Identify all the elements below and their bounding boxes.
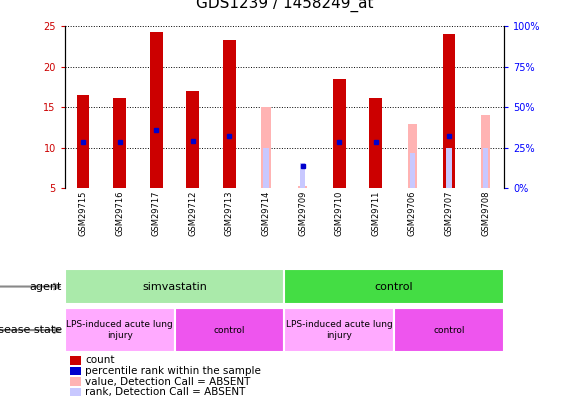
Bar	[223, 40, 236, 188]
Text: rank, Detection Call = ABSENT: rank, Detection Call = ABSENT	[85, 387, 245, 397]
Text: GSM29711: GSM29711	[372, 191, 380, 236]
Bar	[175, 308, 284, 352]
Text: GDS1239 / 1458249_at: GDS1239 / 1458249_at	[195, 0, 373, 12]
Text: GSM29714: GSM29714	[262, 191, 270, 236]
Text: GSM29716: GSM29716	[115, 191, 124, 236]
Text: GSM29709: GSM29709	[298, 191, 307, 236]
Text: agent: agent	[29, 281, 62, 292]
Bar	[369, 98, 382, 188]
Text: value, Detection Call = ABSENT: value, Detection Call = ABSENT	[85, 377, 251, 386]
Text: GSM29706: GSM29706	[408, 191, 417, 236]
Text: control: control	[434, 326, 464, 335]
Bar	[410, 153, 415, 188]
Text: GSM29715: GSM29715	[79, 191, 87, 236]
Text: control: control	[214, 326, 245, 335]
Text: GSM29707: GSM29707	[445, 191, 453, 236]
Bar	[261, 107, 271, 188]
Text: GSM29713: GSM29713	[225, 191, 234, 236]
Bar	[446, 148, 452, 188]
Bar	[408, 124, 417, 188]
Text: count: count	[85, 356, 114, 365]
Bar	[481, 115, 490, 188]
Bar	[65, 269, 284, 304]
Text: GSM29712: GSM29712	[189, 191, 197, 236]
Bar	[284, 308, 394, 352]
Bar	[263, 148, 269, 188]
Bar	[284, 269, 504, 304]
Bar	[186, 91, 199, 188]
Text: LPS-induced acute lung
injury: LPS-induced acute lung injury	[286, 320, 392, 340]
Bar	[113, 98, 126, 188]
Bar	[65, 308, 175, 352]
Text: simvastatin: simvastatin	[142, 281, 207, 292]
Bar	[150, 32, 163, 188]
Bar	[333, 79, 346, 188]
Text: disease state: disease state	[0, 325, 62, 335]
Bar	[483, 148, 488, 188]
Text: GSM29717: GSM29717	[152, 191, 160, 236]
Bar	[298, 186, 307, 188]
Text: LPS-induced acute lung
injury: LPS-induced acute lung injury	[66, 320, 173, 340]
Text: GSM29708: GSM29708	[481, 191, 490, 236]
Bar	[443, 34, 455, 188]
Text: control: control	[375, 281, 413, 292]
Bar	[394, 308, 504, 352]
Bar	[300, 163, 305, 188]
Bar	[77, 95, 90, 188]
Text: percentile rank within the sample: percentile rank within the sample	[85, 366, 261, 376]
Text: GSM29710: GSM29710	[335, 191, 343, 236]
